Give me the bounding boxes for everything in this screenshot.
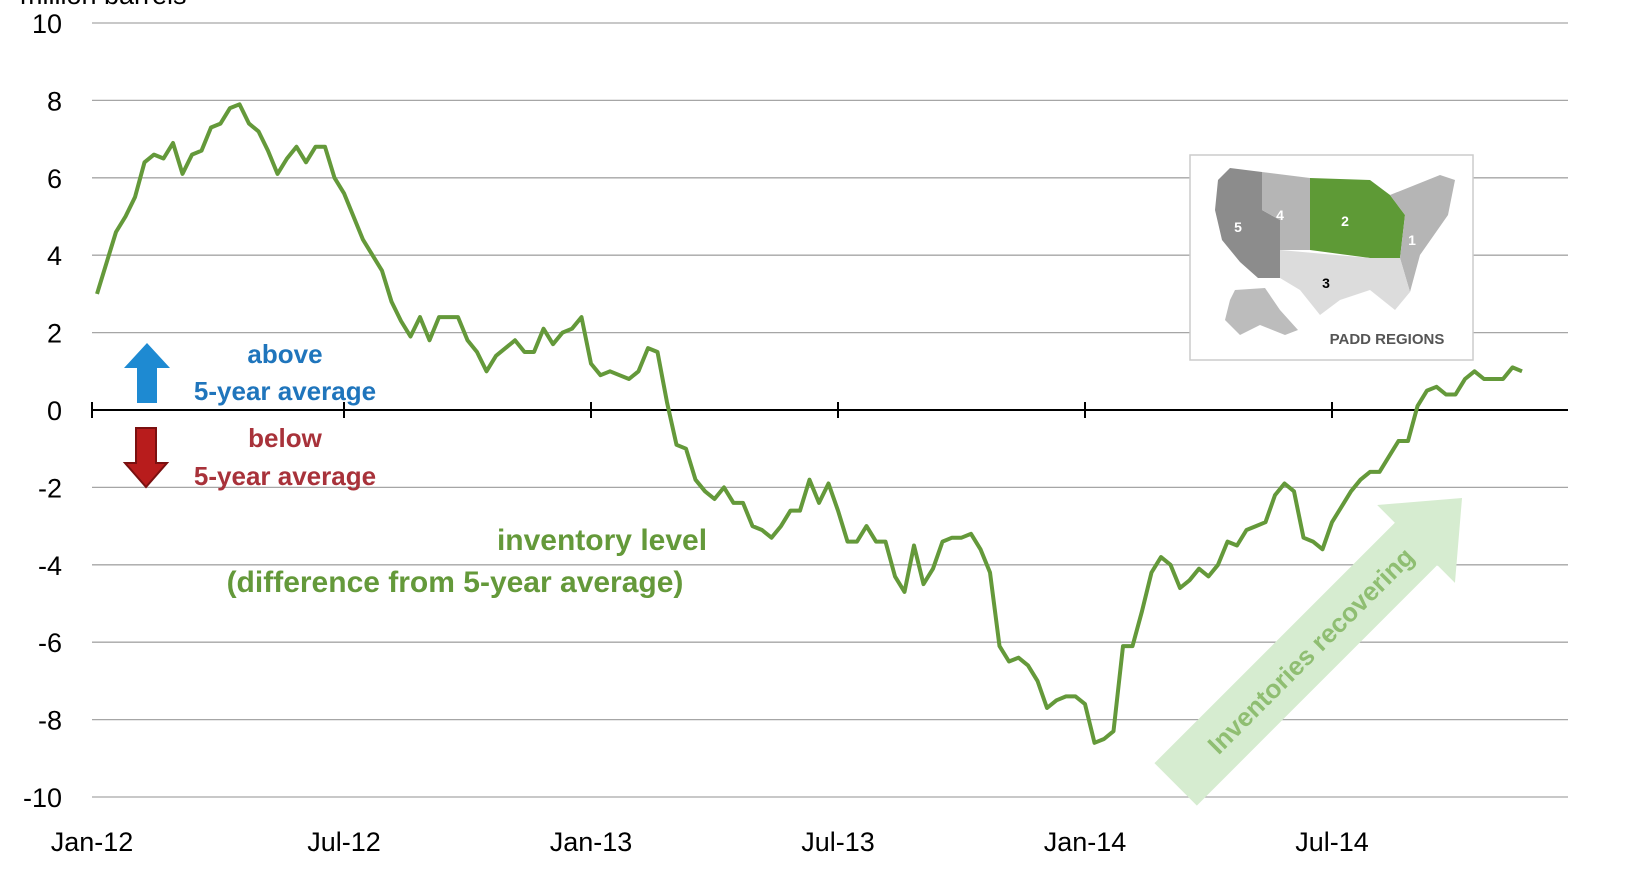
y-axis-label: million barrels	[20, 0, 187, 10]
x-tick-label: Jul-12	[307, 827, 381, 857]
y-tick-label: 0	[47, 396, 62, 426]
y-tick-label: 2	[47, 319, 62, 349]
annotation: 5-year average	[194, 376, 376, 406]
y-tick-label: -2	[38, 473, 62, 503]
y-tick-label: 4	[47, 241, 62, 271]
y-tick-label: -6	[38, 628, 62, 658]
y-tick-label: 6	[47, 164, 62, 194]
y-tick-label: -8	[38, 706, 62, 736]
map-label: 4	[1276, 207, 1284, 223]
y-tick-label: -4	[38, 551, 62, 581]
annotation: 5-year average	[194, 461, 376, 491]
down-arrow	[122, 427, 170, 489]
y-tick-label: 8	[47, 86, 62, 116]
up-arrow	[124, 343, 170, 403]
annotation: (difference from 5-year average)	[227, 566, 684, 599]
data-line	[95, 102, 1523, 745]
map-label: 2	[1341, 213, 1349, 229]
padd-map-inset: 5 4 2 1 3 PADD REGIONS	[1189, 154, 1474, 361]
x-tick-label: Jan-12	[51, 827, 134, 857]
map-label: 3	[1322, 275, 1330, 291]
map-label: 1	[1408, 232, 1416, 248]
map-title: PADD REGIONS	[1330, 331, 1445, 348]
annotation: Inventories recovering	[1201, 541, 1419, 759]
x-tick-label: Jan-14	[1044, 827, 1127, 857]
x-tick-label: Jul-14	[1295, 827, 1369, 857]
x-tick-label: Jan-13	[550, 827, 633, 857]
recovering-arrow: Inventories recovering	[1154, 497, 1463, 806]
map-label: 5	[1234, 219, 1242, 235]
annotation: below	[248, 423, 322, 453]
y-tick-label: -10	[23, 783, 62, 813]
annotation: inventory level	[497, 524, 707, 557]
annotation: above	[247, 339, 322, 369]
y-tick-label: 10	[32, 9, 62, 39]
x-tick-label: Jul-13	[801, 827, 875, 857]
